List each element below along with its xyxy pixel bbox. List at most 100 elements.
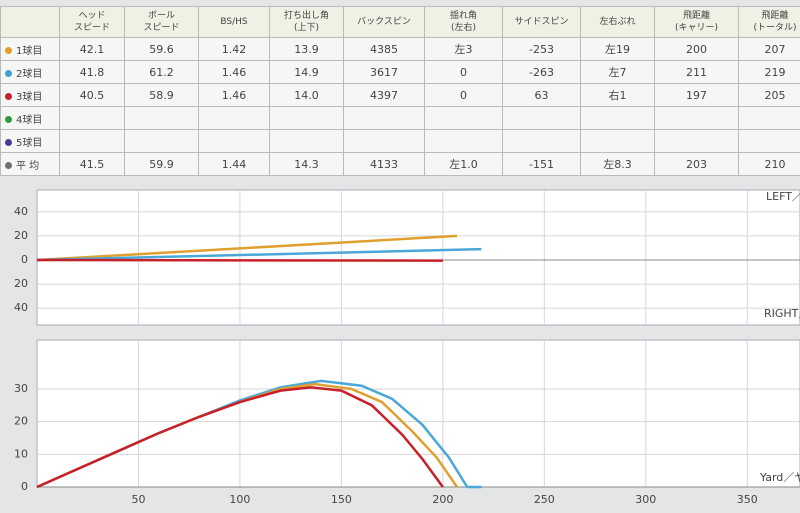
cell: 14.3 [269,152,344,176]
x-tick-label: 50 [131,493,145,506]
row-label: 4球目 [0,106,60,130]
x-tick-label: 100 [229,493,250,506]
ball-dot [5,115,12,123]
ball-dot [5,161,12,169]
cell [502,106,581,130]
cell: 4397 [343,83,425,107]
cell: 59.9 [124,152,199,176]
left-label: LEFT／ [766,190,800,203]
row-label-text: 平 均 [16,160,40,172]
trajectory-line [36,234,458,262]
cell [59,129,125,153]
header-row: ヘッド スピード ボール スピード BS/HS 打ち出し角 (上下) バックスピン 揺れ角… [0,6,800,38]
cell [502,129,581,153]
shot-row: 平 均 41.5 59.9 1.44 14.3 4133 左1.0 -151 左8.3 203 21… [0,152,800,176]
cell [124,129,199,153]
cell: 0 [424,60,503,84]
cell [269,106,344,130]
chart-panel [36,339,800,488]
cell: -263 [502,60,581,84]
cell: 63 [502,83,581,107]
shot-row: 3球目 40.5 58.9 1.46 14.0 4397 0 63 右1 197 205 [0,83,800,107]
x-tick-label: 200 [432,493,453,506]
column-header: 打ち出し角 (上下) [269,6,344,38]
cell: 211 [654,60,739,84]
cell: 61.2 [124,60,199,84]
y-tick-label: 40 [14,205,28,218]
cell: 200 [654,37,739,61]
cell: 59.6 [124,37,199,61]
x-tick-label: 350 [737,493,758,506]
column-header: BS/HS [198,6,270,38]
cell: 左1.0 [424,152,503,176]
x-tick-label: 150 [331,493,352,506]
cell: 1.42 [198,37,270,61]
trajectory-line [36,247,482,262]
row-label-text: 4球目 [16,114,43,126]
cell [343,106,425,130]
cell: 13.9 [269,37,344,61]
cell [59,106,125,130]
row-label: 1球目 [0,37,60,61]
cell: 左3 [424,37,503,61]
row-label-text: 2球目 [16,68,43,80]
cell [580,106,655,130]
row-label: 平 均 [0,152,60,176]
y-tick-label: 10 [14,447,28,460]
row-label: 3球目 [0,83,60,107]
column-header: 左右ぶれ [580,6,655,38]
cell [424,129,503,153]
cell: 41.5 [59,152,125,176]
y-tick-label: 40 [14,301,28,314]
y-tick-label: 20 [14,415,28,428]
ball-dot [5,92,12,100]
cell: 1.46 [198,60,270,84]
cell: 207 [738,37,800,61]
cell: 1.44 [198,152,270,176]
cell: 219 [738,60,800,84]
cell: 4385 [343,37,425,61]
column-header: バックスピン [343,6,425,38]
cell: 左8.3 [580,152,655,176]
cell: -151 [502,152,581,176]
cell: 210 [738,152,800,176]
cell [738,106,800,130]
y-tick-label: 20 [14,277,28,290]
row-label-text: 3球目 [16,91,43,103]
column-header: ボール スピード [124,6,199,38]
row-label-text: 5球目 [16,137,43,149]
row-label-text: 1球目 [16,45,43,57]
x-tick-label: 300 [635,493,656,506]
cell: 14.9 [269,60,344,84]
ball-dot [5,46,12,54]
shot-table: ヘッド スピード ボール スピード BS/HS 打ち出し角 (上下) バックスピン 揺れ角… [0,6,800,176]
ball-dot [5,138,12,146]
y-tick-label: 30 [14,382,28,395]
y-tick-label: 0 [21,253,28,266]
column-header: 飛距離 (キャリー) [654,6,739,38]
cell: 205 [738,83,800,107]
cell: 197 [654,83,739,107]
y-tick-label: 20 [14,229,28,242]
cell: 1.46 [198,83,270,107]
trajectory-line [36,386,444,489]
cell [198,129,270,153]
cell [580,129,655,153]
cell [124,106,199,130]
cell [424,106,503,130]
x-axis-label: Yard／ヤー [759,471,800,484]
y-tick-label: 0 [21,480,28,493]
row-label: 5球目 [0,129,60,153]
cell: 右1 [580,83,655,107]
shot-row: 5球目 [0,129,800,153]
ball-dot [5,69,12,77]
cell: 左7 [580,60,655,84]
cell: 3617 [343,60,425,84]
cell: 40.5 [59,83,125,107]
cell [738,129,800,153]
cell: 4133 [343,152,425,176]
column-header: サイドスピン [502,6,581,38]
right-label: RIGHT／ [764,307,800,320]
